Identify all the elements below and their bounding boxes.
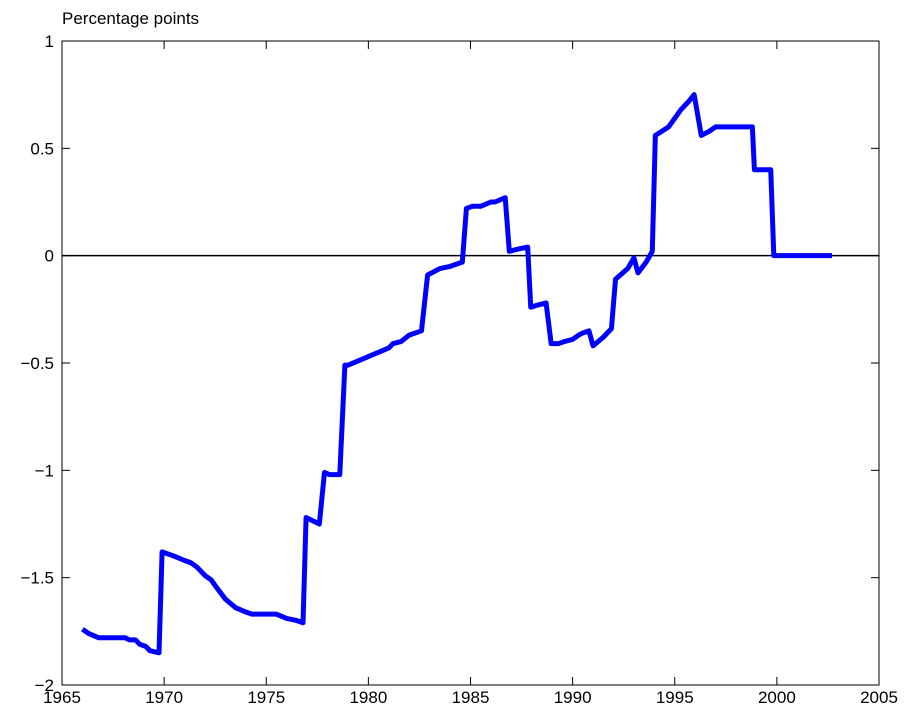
x-tick-label: 1980 xyxy=(349,688,387,707)
y-tick-label: −0.5 xyxy=(20,354,54,373)
x-tick-label: 1990 xyxy=(554,688,592,707)
x-tick-label: 2005 xyxy=(860,688,898,707)
y-tick-label: 1 xyxy=(45,32,54,51)
data-line xyxy=(80,92,833,656)
x-tick-label: 1975 xyxy=(247,688,285,707)
y-tick-label: −2 xyxy=(35,676,54,695)
x-tick-label: 1965 xyxy=(43,688,81,707)
y-tick-label: 0.5 xyxy=(30,139,54,158)
y-tick-label: 0 xyxy=(45,247,54,266)
x-tick-label: 1985 xyxy=(452,688,490,707)
x-tick-label: 2000 xyxy=(758,688,796,707)
plot-frame xyxy=(61,40,880,686)
y-tick-label: −1.5 xyxy=(20,569,54,588)
y-tick-label: −1 xyxy=(35,461,54,480)
x-tick-label: 1970 xyxy=(145,688,183,707)
chart-title: Percentage points xyxy=(62,9,199,28)
x-tick-label: 1995 xyxy=(656,688,694,707)
